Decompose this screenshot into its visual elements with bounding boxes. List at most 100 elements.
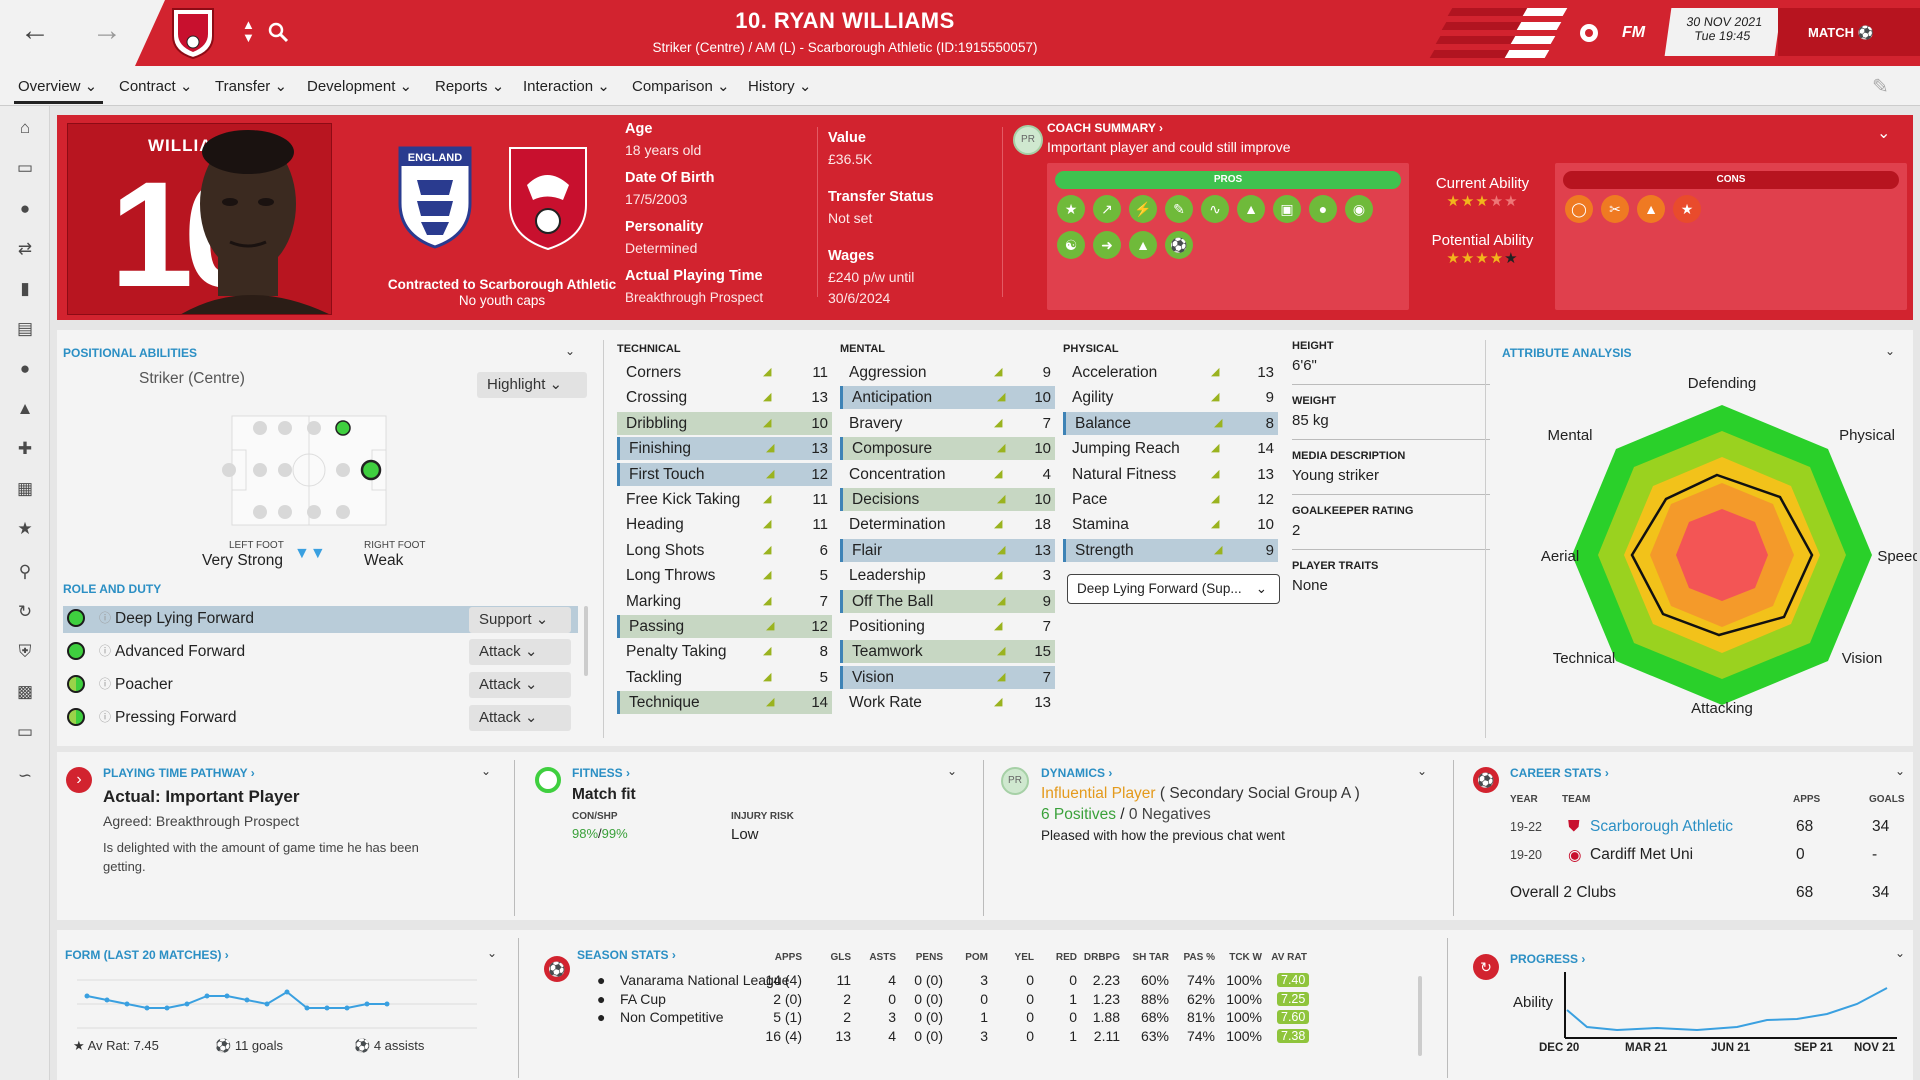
duty-dropdown[interactable]: Attack ⌄ — [469, 639, 571, 665]
trend-icon[interactable]: ∽ — [17, 766, 33, 785]
tab-overview[interactable]: Overview ⌄ — [13, 78, 104, 104]
attribute-row[interactable]: Technique ◢ 14 — [617, 691, 832, 715]
transfer-icon[interactable]: ⇄ — [17, 239, 33, 258]
roles-scrollbar[interactable] — [584, 606, 588, 676]
match-button[interactable]: MATCH ⚽ — [1778, 8, 1920, 56]
club-icon[interactable]: ⛨ — [18, 642, 32, 661]
refresh-icon[interactable]: ↻ — [17, 602, 33, 621]
career-chevron-icon[interactable]: ⌄ — [1895, 764, 1906, 778]
season-row[interactable]: ● Non Competitive 5 (1) 2 3 0 (0) 1 0 0 1.88 68% 81… — [57, 1009, 1457, 1027]
fitness-title-link[interactable]: FITNESS › — [572, 766, 631, 780]
attribute-row[interactable]: Dribbling ◢ 10 — [617, 411, 832, 435]
attribute-row[interactable]: Natural Fitness ◢ 13 — [1063, 463, 1278, 486]
season-row[interactable]: ● FA Cup 2 (0) 2 0 0 (0) 0 0 1 1.23 88% 62% 100% 7.25 — [57, 991, 1457, 1009]
tab-development[interactable]: Development ⌄ — [307, 78, 413, 95]
fitness-chevron-icon[interactable]: ⌄ — [947, 764, 958, 778]
tab-transfer[interactable]: Transfer ⌄ — [215, 78, 288, 95]
attribute-row[interactable]: Free Kick Taking ◢ 11 — [617, 488, 832, 511]
attribute-row[interactable]: Long Throws ◢ 5 — [617, 564, 832, 587]
date-display[interactable]: 30 NOV 2021 Tue 19:45 — [1664, 8, 1782, 56]
sort-arrows-icon[interactable]: ▲ ▼ — [242, 17, 255, 45]
season-scrollbar[interactable] — [1418, 976, 1422, 1056]
attribute-row[interactable]: Stamina ◢ 10 — [1063, 513, 1278, 536]
attribute-row[interactable]: First Touch ◢ 12 — [617, 462, 832, 486]
attribute-row[interactable]: Long Shots ◢ 6 — [617, 539, 832, 562]
attribute-row[interactable]: Acceleration ◢ 13 — [1063, 361, 1278, 384]
pathway-title-link[interactable]: PLAYING TIME PATHWAY › — [103, 766, 255, 780]
edit-icon[interactable]: ✎ — [1872, 76, 1889, 98]
clipboard-icon[interactable]: ▤ — [16, 319, 34, 338]
attribute-row[interactable]: Crossing ◢ 13 — [617, 386, 832, 409]
attribute-row[interactable]: Corners ◢ 11 — [617, 361, 832, 384]
squad-icon[interactable]: ● — [19, 199, 31, 218]
attribute-row[interactable]: Off The Ball ◢ 9 — [840, 589, 1055, 613]
attribute-row[interactable]: Jumping Reach ◢ 14 — [1063, 437, 1278, 460]
globe-icon[interactable] — [1578, 22, 1600, 44]
trophy-icon[interactable]: ★ — [17, 519, 33, 538]
attribute-row[interactable]: Agility ◢ 9 — [1063, 386, 1278, 409]
progress-chevron-icon[interactable]: ⌄ — [1895, 946, 1906, 960]
home-icon[interactable]: ⌂ — [19, 118, 31, 137]
scout-search-icon[interactable]: ⚲ — [18, 562, 32, 581]
attribute-row[interactable]: Teamwork ◢ 15 — [840, 640, 1055, 664]
analysis-chevron-icon[interactable]: ⌄ — [1885, 344, 1896, 358]
attribute-row[interactable]: Positioning ◢ 7 — [840, 615, 1055, 638]
attribute-row[interactable]: Concentration ◢ 4 — [840, 463, 1055, 486]
season-row[interactable]: 16 (4) 13 4 0 (0) 3 0 1 2.11 63% 74% 100% 7.38 — [57, 1028, 1457, 1046]
club-link[interactable]: Scarborough Athletic — [1590, 818, 1734, 835]
attribute-row[interactable]: Decisions ◢ 10 — [840, 488, 1055, 511]
attribute-row[interactable]: Passing ◢ 12 — [617, 615, 832, 638]
search-icon[interactable] — [268, 22, 290, 44]
duty-dropdown[interactable]: Support ⌄ — [469, 607, 571, 633]
career-title-link[interactable]: CAREER STATS › — [1510, 766, 1609, 780]
attribute-row[interactable]: Anticipation ◢ 10 — [840, 386, 1055, 410]
medical-icon[interactable]: ✚ — [17, 439, 33, 458]
attribute-row[interactable]: Pace ◢ 12 — [1063, 488, 1278, 511]
tab-history[interactable]: History ⌄ — [748, 78, 812, 95]
tab-interaction[interactable]: Interaction ⌄ — [523, 78, 610, 95]
season-title-link[interactable]: SEASON STATS › — [577, 948, 676, 962]
attribute-row[interactable]: Heading ◢ 11 — [617, 513, 832, 536]
attribute-row[interactable]: Work Rate ◢ 13 — [840, 691, 1055, 714]
attribute-row[interactable]: Marking ◢ 7 — [617, 590, 832, 613]
dynamics-chevron-icon[interactable]: ⌄ — [1417, 764, 1428, 778]
attribute-row[interactable]: Aggression ◢ 9 — [840, 361, 1055, 384]
dynamics-title-link[interactable]: DYNAMICS › — [1041, 766, 1113, 780]
progress-title-link[interactable]: PROGRESS › — [1510, 952, 1586, 966]
attribute-row[interactable]: Penalty Taking ◢ 8 — [617, 640, 832, 663]
pathway-chevron-icon[interactable]: ⌄ — [481, 764, 492, 778]
positional-chevron-icon[interactable]: ⌄ — [565, 344, 576, 358]
season-row[interactable]: ● Vanarama National League 14 (4) 11 4 0 (0) 3… — [57, 972, 1457, 990]
collapse-chevron-icon[interactable]: ⌄ — [1877, 125, 1891, 142]
fm-logo[interactable]: FM — [1622, 24, 1646, 41]
attribute-row[interactable]: Composure ◢ 10 — [840, 437, 1055, 461]
coach-summary-link[interactable]: COACH SUMMARY › — [1047, 121, 1164, 135]
finance-icon[interactable]: ▩ — [16, 682, 34, 701]
staff-icon[interactable]: ● — [19, 359, 31, 378]
attribute-row[interactable]: Finishing ◢ 13 — [617, 437, 832, 461]
attribute-row[interactable]: Flair ◢ 13 — [840, 538, 1055, 562]
attribute-row[interactable]: Strength ◢ 9 — [1063, 538, 1278, 562]
tab-comparison[interactable]: Comparison ⌄ — [632, 78, 730, 95]
form-title-link[interactable]: FORM (LAST 20 MATCHES) › — [65, 948, 229, 962]
attribute-row[interactable]: Vision ◢ 7 — [840, 665, 1055, 689]
back-arrow-icon[interactable]: ← — [20, 14, 50, 47]
attribute-row[interactable]: Tackling ◢ 5 — [617, 666, 832, 689]
role-row[interactable]: ⓘ Poacher — [63, 670, 590, 699]
inbox-icon[interactable]: ▭ — [16, 158, 34, 177]
forward-arrow-icon[interactable]: → — [92, 14, 122, 47]
tab-contract[interactable]: Contract ⌄ — [119, 78, 193, 95]
duty-dropdown[interactable]: Attack ⌄ — [469, 705, 571, 731]
duty-dropdown[interactable]: Attack ⌄ — [469, 672, 571, 698]
form-chevron-icon[interactable]: ⌄ — [487, 946, 498, 960]
role-row[interactable]: ⓘ Advanced Forward — [63, 637, 590, 666]
attribute-row[interactable]: Leadership ◢ 3 — [840, 564, 1055, 587]
highlight-dropdown[interactable]: Highlight ⌄ — [477, 372, 587, 398]
role-row[interactable]: ⓘ Pressing Forward — [63, 703, 590, 732]
money-icon[interactable]: ▭ — [16, 722, 34, 741]
attribute-row[interactable]: Bravery ◢ 7 — [840, 412, 1055, 435]
role-select[interactable]: Deep Lying Forward (Sup... ⌄ — [1067, 574, 1280, 604]
report-icon[interactable]: ▮ — [20, 279, 30, 298]
calendar-icon[interactable]: ▦ — [16, 479, 34, 498]
tactics-icon[interactable]: ▲ — [16, 399, 34, 418]
